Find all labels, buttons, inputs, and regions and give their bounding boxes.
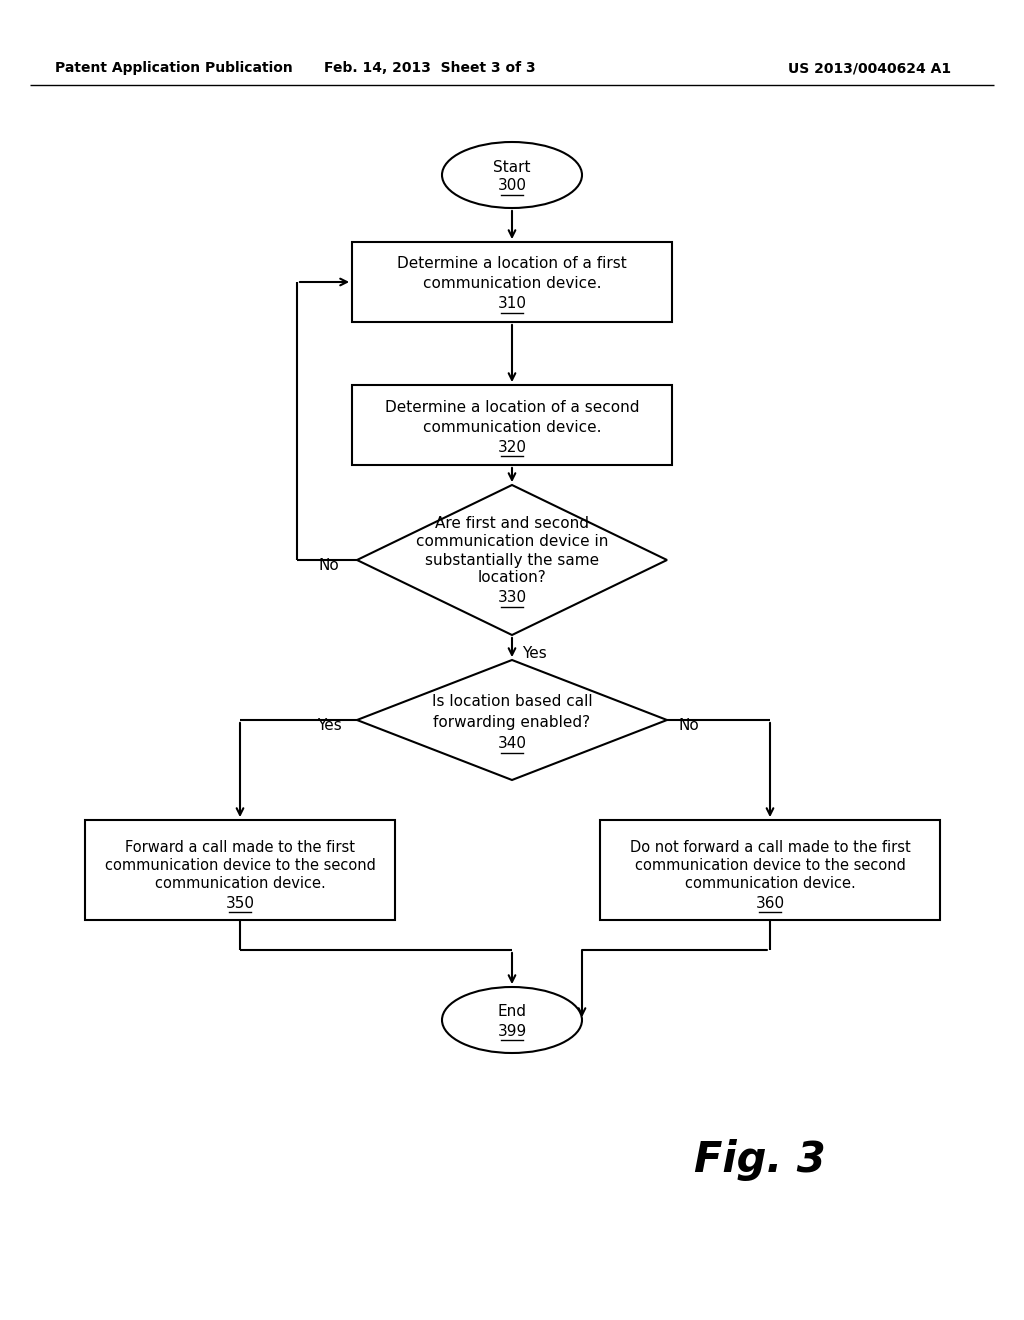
Text: Yes: Yes [316, 718, 341, 733]
Text: 360: 360 [756, 895, 784, 911]
Text: Start: Start [494, 160, 530, 174]
Text: Fig. 3: Fig. 3 [694, 1139, 826, 1181]
Text: communication device.: communication device. [423, 420, 601, 434]
Text: 350: 350 [225, 895, 255, 911]
Bar [352, 242, 672, 322]
Text: communication device to the second: communication device to the second [635, 858, 905, 874]
Text: Are first and second: Are first and second [435, 516, 589, 532]
Text: Determine a location of a first: Determine a location of a first [397, 256, 627, 272]
Text: forwarding enabled?: forwarding enabled? [433, 714, 591, 730]
Text: 300: 300 [498, 178, 526, 194]
Text: End: End [498, 1005, 526, 1019]
Text: Patent Application Publication: Patent Application Publication [55, 61, 293, 75]
Text: Yes: Yes [521, 645, 547, 660]
Bar [85, 820, 395, 920]
Text: 320: 320 [498, 440, 526, 454]
Text: No: No [679, 718, 699, 733]
Text: No: No [318, 557, 339, 573]
Text: Forward a call made to the first: Forward a call made to the first [125, 841, 355, 855]
Bar [352, 385, 672, 465]
Text: Determine a location of a second: Determine a location of a second [385, 400, 639, 414]
Text: substantially the same: substantially the same [425, 553, 599, 568]
Text: 330: 330 [498, 590, 526, 606]
Text: Do not forward a call made to the first: Do not forward a call made to the first [630, 841, 910, 855]
Text: 310: 310 [498, 297, 526, 312]
Text: communication device in: communication device in [416, 535, 608, 549]
Text: location?: location? [477, 570, 547, 586]
Text: communication device.: communication device. [423, 276, 601, 292]
Text: communication device to the second: communication device to the second [104, 858, 376, 874]
Text: Is location based call: Is location based call [432, 694, 592, 710]
Text: US 2013/0040624 A1: US 2013/0040624 A1 [788, 61, 951, 75]
Text: communication device.: communication device. [155, 876, 326, 891]
Text: 399: 399 [498, 1023, 526, 1039]
Text: 340: 340 [498, 737, 526, 751]
Text: Feb. 14, 2013  Sheet 3 of 3: Feb. 14, 2013 Sheet 3 of 3 [325, 61, 536, 75]
Bar [600, 820, 940, 920]
Text: communication device.: communication device. [685, 876, 855, 891]
